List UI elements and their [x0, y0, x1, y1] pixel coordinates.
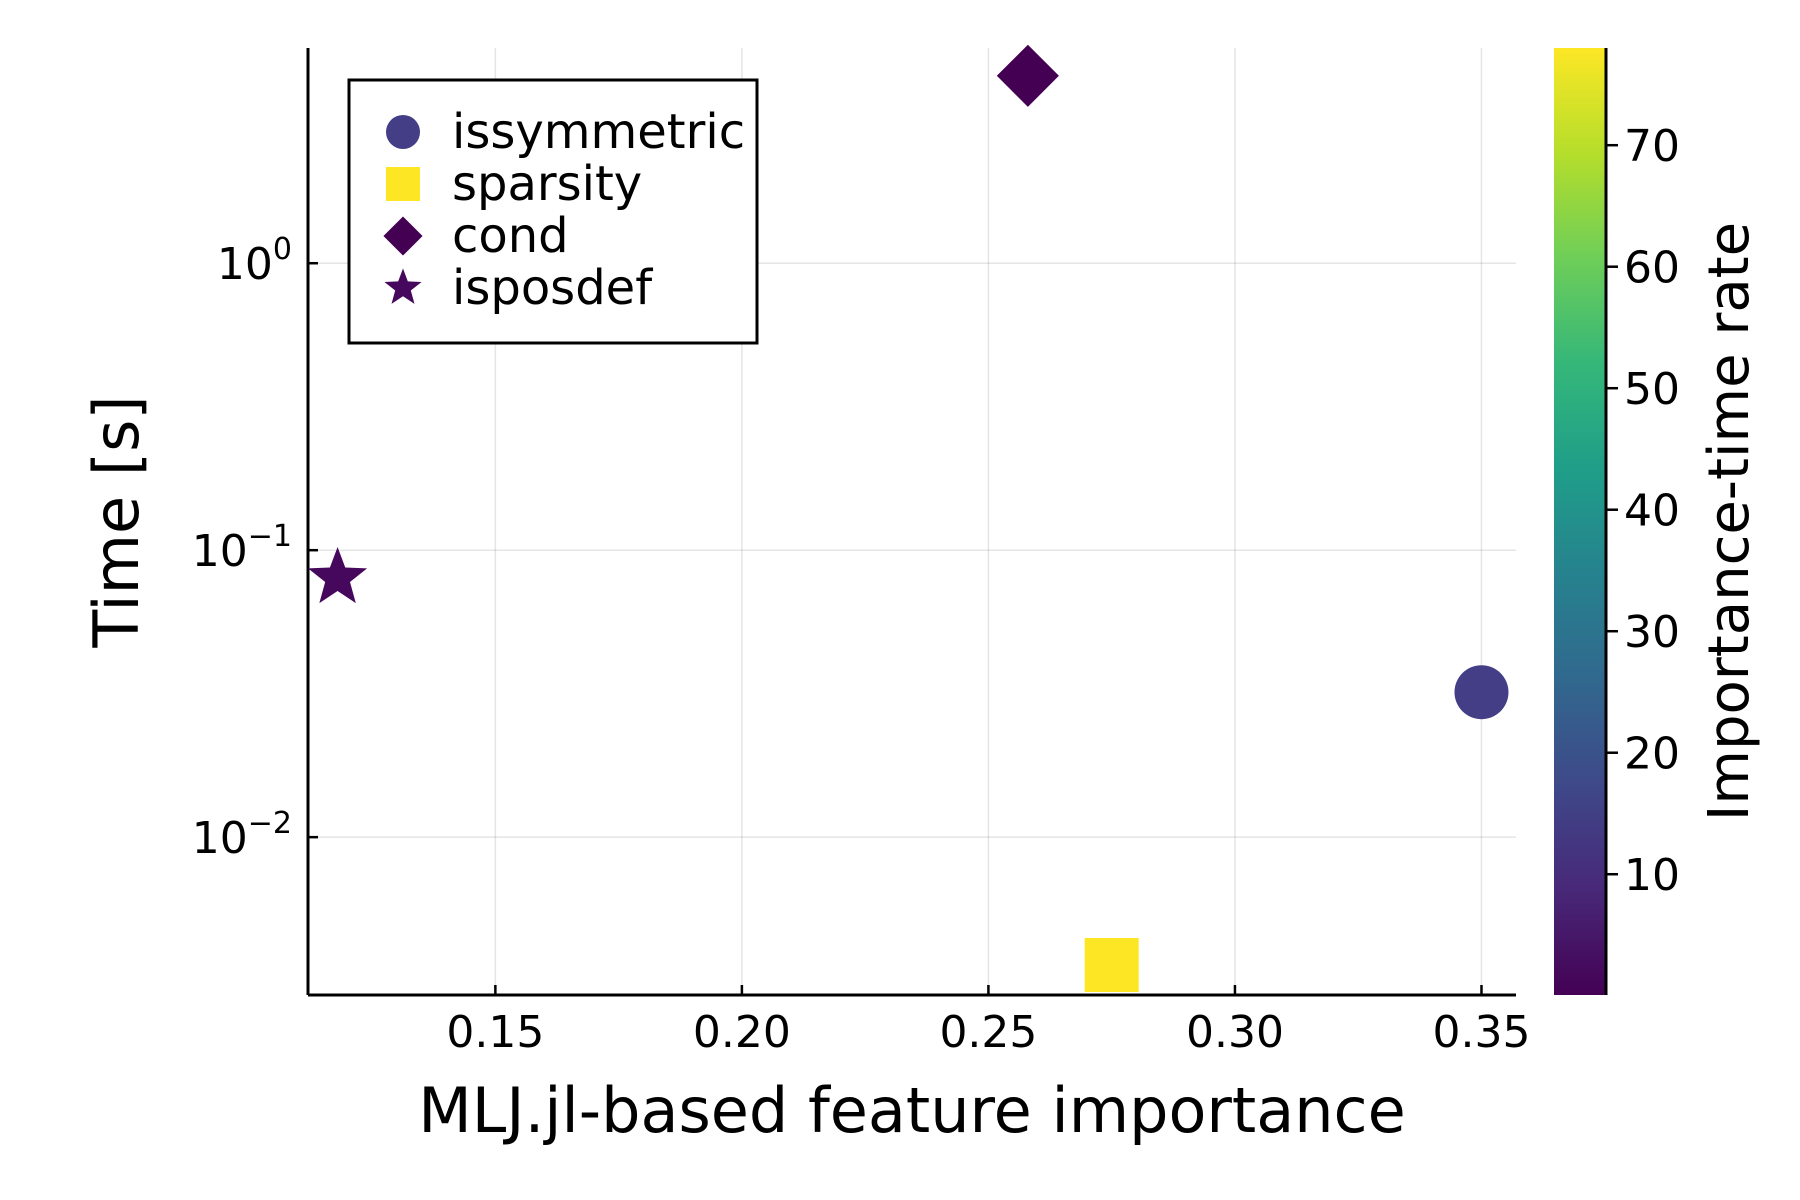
y-axis-title: Time [s]: [80, 395, 153, 648]
colorbar-tick-label: 20: [1624, 729, 1680, 780]
sparsity-point: [1084, 938, 1139, 992]
legend-label-cond: cond: [452, 208, 569, 264]
x-tick-label: 0.30: [1186, 1007, 1284, 1058]
x-tick-label: 0.15: [446, 1007, 544, 1058]
legend-label-sparsity: sparsity: [452, 156, 642, 212]
y-tick-exponent: 0: [273, 232, 292, 267]
legend-marker-isposdef: [384, 268, 422, 304]
legend-label-isposdef: isposdef: [452, 260, 653, 316]
colorbar-gradient: [1554, 48, 1606, 995]
y-tick-base: 10: [217, 239, 273, 290]
y-tick-base: 10: [192, 526, 248, 577]
x-tick-label: 0.20: [693, 1007, 791, 1058]
x-ticks: 0.15 0.20 0.25 0.30 0.35: [446, 985, 1530, 1058]
data-points: [308, 44, 1509, 992]
x-tick-label: 0.35: [1433, 1007, 1531, 1058]
colorbar-title: Importance-time rate: [1697, 222, 1762, 821]
y-tick-label: 10−2: [192, 806, 292, 864]
legend-marker-sparsity: [386, 167, 420, 201]
y-tick-base: 10: [192, 813, 248, 864]
y-tick-label: 10−1: [192, 519, 292, 577]
y-tick-exponent: −2: [248, 806, 292, 841]
legend-marker-cond: [383, 216, 423, 256]
isposdef-point: [308, 546, 368, 604]
issymmetric-point: [1454, 665, 1509, 720]
colorbar-tick-label: 30: [1624, 607, 1680, 658]
colorbar-tick-label: 70: [1624, 121, 1680, 172]
y-tick-label: 100: [217, 232, 292, 290]
legend-label-issymmetric: issymmetric: [452, 104, 745, 160]
legend-marker-issymmetric: [386, 115, 420, 149]
cond-point: [996, 44, 1059, 107]
y-tick-exponent: −1: [248, 519, 292, 554]
colorbar-tick-label: 10: [1624, 850, 1680, 901]
colorbar: 10 20 30 40 50 60 70 Importance-time rate: [1554, 48, 1762, 995]
colorbar-tick-label: 40: [1624, 486, 1680, 537]
x-axis-title: MLJ.jl-based feature importance: [418, 1074, 1406, 1147]
x-tick-label: 0.25: [939, 1007, 1037, 1058]
colorbar-tick-label: 50: [1624, 364, 1680, 415]
colorbar-tick-label: 60: [1624, 243, 1680, 294]
